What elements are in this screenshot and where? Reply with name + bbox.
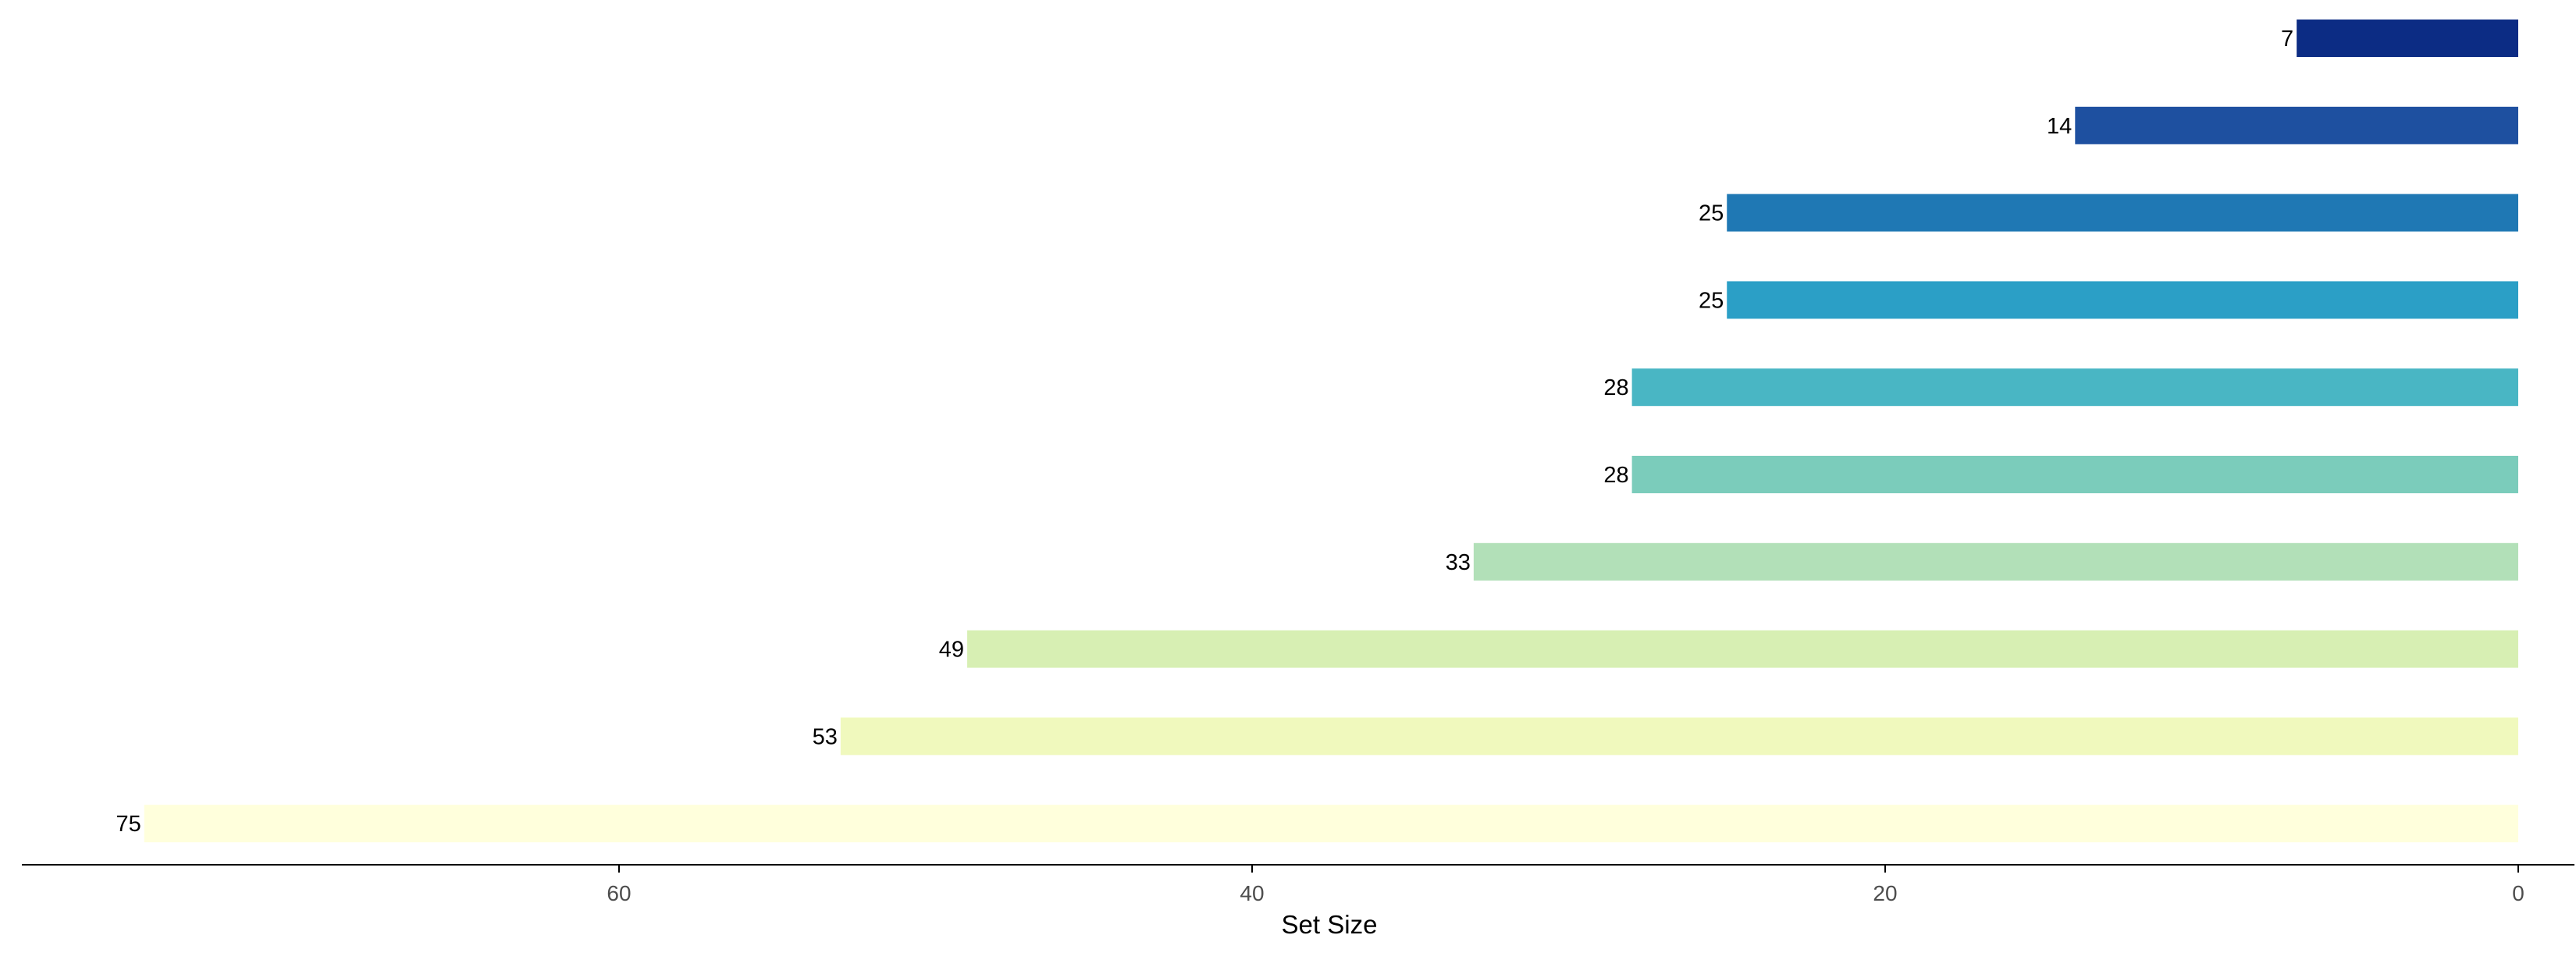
bar	[967, 630, 2518, 668]
bar-value-label: 49	[939, 638, 964, 663]
bar-value-label: 28	[1603, 375, 1628, 400]
bar-value-label: 33	[1446, 550, 1471, 575]
bar-value-label: 7	[2281, 27, 2293, 52]
x-tick-label: 60	[607, 881, 631, 905]
bar-value-label: 25	[1699, 288, 1724, 313]
x-tick-label: 0	[2512, 881, 2524, 905]
bar	[2297, 20, 2518, 57]
bar	[2075, 106, 2518, 144]
bar	[1473, 542, 2518, 581]
bars	[144, 20, 2518, 843]
bar	[144, 805, 2518, 843]
x-tick-label: 40	[1240, 881, 1264, 905]
x-axis-title: Set Size	[1282, 910, 1378, 939]
bar-value-labels: 7 14 25 25 28 28 33 49 53 75	[116, 27, 2293, 837]
bar-value-label: 53	[813, 724, 838, 749]
x-tick-label: 20	[1873, 881, 1897, 905]
bar	[1727, 281, 2518, 319]
x-axis: 0 20 40 60	[22, 864, 2574, 905]
bar-value-label: 25	[1699, 201, 1724, 226]
bar-value-label: 75	[116, 812, 141, 837]
bar-value-label: 14	[2047, 114, 2072, 139]
bar	[840, 717, 2518, 755]
bar	[1727, 194, 2518, 232]
bar-value-label: 28	[1603, 463, 1628, 488]
bar	[1631, 368, 2518, 407]
bar	[1631, 456, 2518, 493]
